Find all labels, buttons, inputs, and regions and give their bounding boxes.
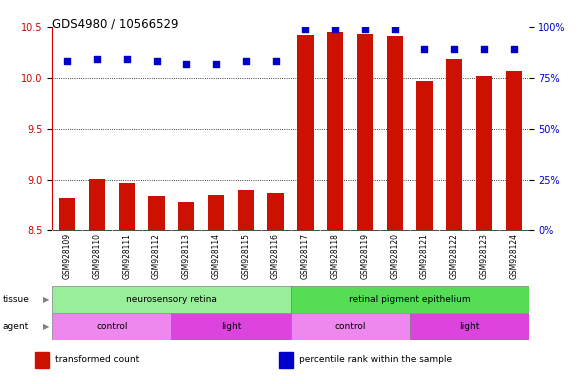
Text: GSM928120: GSM928120 — [390, 233, 399, 279]
Bar — [357, 34, 373, 230]
Point — [211, 60, 221, 66]
Text: GSM928121: GSM928121 — [420, 233, 429, 279]
Text: GSM928119: GSM928119 — [360, 233, 370, 279]
Text: control: control — [334, 322, 366, 331]
Text: GSM928118: GSM928118 — [331, 233, 340, 279]
Point — [122, 56, 131, 63]
Text: agent: agent — [3, 322, 29, 331]
Bar — [446, 60, 462, 230]
Bar — [148, 196, 164, 230]
Bar — [297, 35, 314, 230]
Bar — [410, 313, 529, 340]
Text: GSM928124: GSM928124 — [510, 233, 518, 279]
Bar — [505, 71, 522, 230]
Point — [152, 58, 161, 65]
Text: ▶: ▶ — [43, 295, 49, 304]
Text: control: control — [96, 322, 128, 331]
Text: GSM928110: GSM928110 — [92, 233, 102, 279]
Text: ▶: ▶ — [43, 322, 49, 331]
Point — [509, 46, 518, 52]
Text: light: light — [459, 322, 479, 331]
Text: GSM928114: GSM928114 — [211, 233, 221, 279]
Point — [271, 58, 280, 65]
Bar — [267, 193, 284, 230]
Bar — [119, 182, 135, 230]
Point — [63, 58, 72, 65]
Text: GSM928113: GSM928113 — [182, 233, 191, 279]
Text: GSM928112: GSM928112 — [152, 233, 161, 279]
Point — [241, 58, 250, 65]
Point — [301, 26, 310, 32]
Bar — [208, 195, 224, 230]
Point — [450, 46, 459, 52]
Text: retinal pigment epithelium: retinal pigment epithelium — [349, 295, 471, 304]
Text: light: light — [221, 322, 241, 331]
Point — [360, 26, 370, 32]
Point — [390, 26, 399, 32]
Text: GSM928117: GSM928117 — [301, 233, 310, 279]
Bar — [52, 313, 171, 340]
Text: percentile rank within the sample: percentile rank within the sample — [299, 355, 453, 364]
Bar — [279, 352, 293, 368]
Point — [331, 26, 340, 32]
Text: tissue: tissue — [3, 295, 30, 304]
Text: GSM928116: GSM928116 — [271, 233, 280, 279]
Bar — [52, 286, 290, 313]
Bar — [386, 36, 403, 230]
Bar — [327, 32, 343, 230]
Bar — [178, 202, 195, 230]
Bar — [171, 313, 290, 340]
Text: transformed count: transformed count — [55, 355, 139, 364]
Bar — [290, 286, 529, 313]
Bar — [89, 179, 105, 230]
Text: neurosensory retina: neurosensory retina — [126, 295, 217, 304]
Point — [479, 46, 489, 52]
Point — [420, 46, 429, 52]
Bar — [290, 313, 410, 340]
Text: GSM928115: GSM928115 — [241, 233, 250, 279]
Point — [92, 56, 102, 63]
Bar — [238, 190, 254, 230]
Bar — [417, 81, 433, 230]
Text: GSM928111: GSM928111 — [122, 233, 131, 279]
Text: GDS4980 / 10566529: GDS4980 / 10566529 — [52, 17, 179, 30]
Text: GSM928123: GSM928123 — [479, 233, 489, 279]
Bar — [59, 198, 76, 230]
Text: GSM928122: GSM928122 — [450, 233, 459, 279]
Text: GSM928109: GSM928109 — [63, 233, 71, 279]
Bar — [476, 76, 492, 230]
Bar — [35, 352, 49, 368]
Point — [182, 60, 191, 66]
